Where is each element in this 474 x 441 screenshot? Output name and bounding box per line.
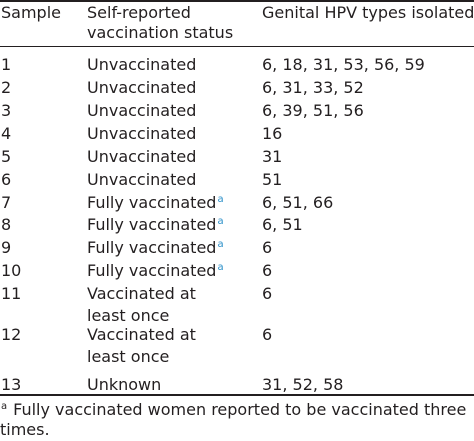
table-row-status-line2: least once bbox=[87, 347, 170, 366]
header-status-line1: Self-reported bbox=[87, 3, 191, 22]
table-row-status: Fully vaccinateda bbox=[87, 238, 224, 258]
table-row-sample: 13 bbox=[1, 375, 22, 394]
status-text: Unvaccinated bbox=[87, 147, 197, 166]
footnote-ref: a bbox=[217, 216, 224, 227]
status-text: Unvaccinated bbox=[87, 78, 197, 97]
table-row-status: Fully vaccinateda bbox=[87, 193, 224, 213]
footnote: a Fully vaccinated women reported to be v… bbox=[0, 400, 474, 440]
footnote-line2: times. bbox=[0, 420, 50, 439]
table-row-types: 6 bbox=[262, 284, 273, 303]
header-sample: Sample bbox=[1, 3, 61, 22]
table-row-sample: 9 bbox=[1, 238, 12, 257]
table-row-status: Vaccinated at bbox=[87, 284, 196, 304]
table-row-sample: 3 bbox=[1, 101, 12, 120]
table-row-sample: 11 bbox=[1, 284, 22, 303]
status-text: Vaccinated at bbox=[87, 284, 196, 303]
status-text: Unvaccinated bbox=[87, 55, 197, 74]
table-row-status: Unvaccinated bbox=[87, 147, 196, 167]
table-row-types: 6 bbox=[262, 238, 273, 257]
table-row-status: Unknown bbox=[87, 375, 161, 395]
table-row-status-line2: least once bbox=[87, 306, 170, 325]
table-row-status: Unvaccinated bbox=[87, 124, 196, 144]
table-row-types: 6, 18, 31, 53, 56, 59 bbox=[262, 55, 425, 74]
status-text: Unvaccinated bbox=[87, 170, 197, 189]
status-text: Unknown bbox=[87, 375, 162, 394]
table-row-sample: 6 bbox=[1, 170, 12, 189]
table-row-status: Unvaccinated bbox=[87, 55, 196, 75]
status-text: Fully vaccinated bbox=[87, 215, 217, 234]
header-types: Genital HPV types isolated bbox=[262, 3, 474, 22]
table-row-status: Unvaccinated bbox=[87, 170, 196, 190]
table-row-types: 6 bbox=[262, 325, 273, 344]
table-row-status: Unvaccinated bbox=[87, 101, 196, 121]
status-text: Fully vaccinated bbox=[87, 238, 217, 257]
footnote-line1: a Fully vaccinated women reported to be v… bbox=[1, 400, 467, 419]
table-row-sample: 8 bbox=[1, 215, 12, 234]
status-text: Fully vaccinated bbox=[87, 261, 217, 280]
footnote-ref: a bbox=[217, 239, 224, 250]
table-row-types: 31, 52, 58 bbox=[262, 375, 344, 394]
footnote-ref: a bbox=[217, 194, 224, 205]
footnote-marker: a bbox=[1, 401, 8, 412]
status-text: Fully vaccinated bbox=[87, 193, 217, 212]
footnote-ref: a bbox=[217, 262, 224, 273]
top-rule bbox=[0, 0, 474, 2]
status-text: Unvaccinated bbox=[87, 101, 197, 120]
table-row-sample: 5 bbox=[1, 147, 12, 166]
table-row-status: Unvaccinated bbox=[87, 78, 196, 98]
table-row-types: 6, 51 bbox=[262, 215, 303, 234]
table-row-sample: 10 bbox=[1, 261, 22, 280]
bottom-rule bbox=[0, 394, 474, 396]
table-row-sample: 4 bbox=[1, 124, 12, 143]
header-status-line2: vaccination status bbox=[87, 23, 234, 42]
table-row-sample: 7 bbox=[1, 193, 12, 212]
status-text: Unvaccinated bbox=[87, 124, 197, 143]
table-row-sample: 2 bbox=[1, 78, 12, 97]
table-row-sample: 12 bbox=[1, 325, 22, 344]
table-row-sample: 1 bbox=[1, 55, 12, 74]
table-row-types: 51 bbox=[262, 170, 283, 189]
table-row-types: 6 bbox=[262, 261, 273, 280]
table-row-types: 31 bbox=[262, 147, 283, 166]
table-row-status: Fully vaccinateda bbox=[87, 215, 224, 235]
header-rule bbox=[0, 46, 474, 47]
table-row-types: 6, 31, 33, 52 bbox=[262, 78, 364, 97]
table-row-types: 16 bbox=[262, 124, 283, 143]
table-row-status: Vaccinated at bbox=[87, 325, 196, 345]
table-row-status: Fully vaccinateda bbox=[87, 261, 224, 281]
status-text: Vaccinated at bbox=[87, 325, 196, 344]
table-row-types: 6, 39, 51, 56 bbox=[262, 101, 364, 120]
table-row-types: 6, 51, 66 bbox=[262, 193, 334, 212]
